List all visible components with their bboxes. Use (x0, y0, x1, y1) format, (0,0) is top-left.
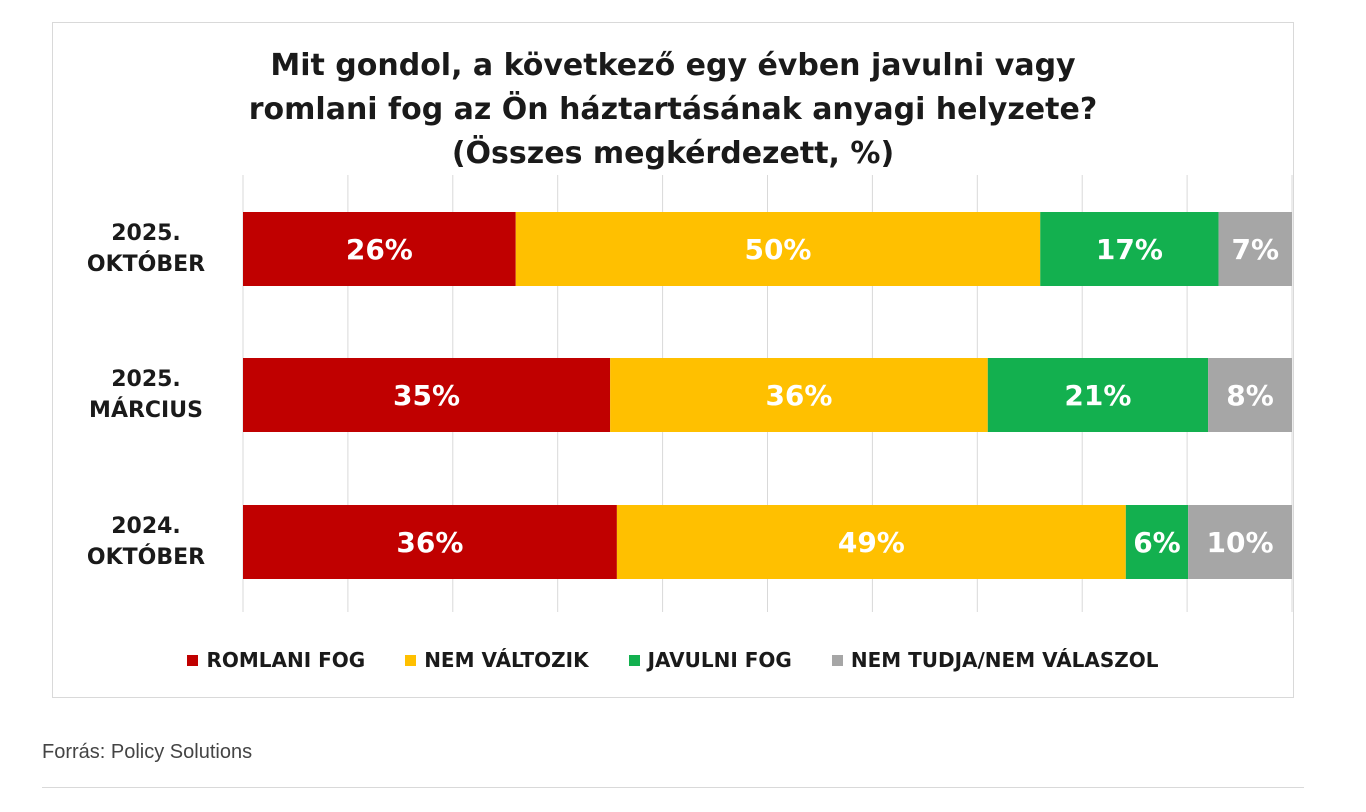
legend-swatch-nem-valtozik (405, 654, 417, 666)
data-label-nem-valtozik-2: 49% (838, 526, 905, 559)
legend-swatch-javulni (628, 654, 640, 666)
bar-javulni-fog-0 (1040, 212, 1219, 286)
legend-item-romlani: ROMLANI FOG (187, 648, 365, 672)
category-label-line: OKTÓBER (87, 251, 205, 277)
bar-nem-tudja-nem-valaszol-1 (1208, 358, 1292, 432)
category-label-line: 2025. (111, 221, 181, 246)
bar-romlani-fog-1 (243, 358, 611, 432)
data-label-romlani-fog-1: 35% (393, 379, 460, 412)
bar-nem-tudja-nem-valaszol-2 (1188, 505, 1292, 579)
data-label-romlani-fog-2: 36% (396, 526, 463, 559)
legend: ROMLANI FOG NEM VÁLTOZIK JAVULNI FOG NEM… (52, 648, 1294, 672)
data-label-javulni-fog-1: 21% (1064, 379, 1131, 412)
chart-title-line-2: romlani fog az Ön háztartásának anyagi h… (248, 92, 1098, 127)
bar-romlani-fog-0 (243, 212, 516, 286)
legend-item-javulni: JAVULNI FOG (628, 648, 792, 672)
legend-item-nem-tudja: NEM TUDJA/NEM VÁLASZOL (831, 648, 1159, 672)
bar-romlani-fog-2 (243, 505, 617, 579)
data-label-javulni-fog-2: 6% (1133, 526, 1181, 559)
legend-item-nem-valtozik: NEM VÁLTOZIK (405, 648, 589, 672)
legend-label-javulni: JAVULNI FOG (647, 648, 792, 672)
data-label-romlani-fog-0: 26% (346, 233, 413, 266)
bar-nem-valtozik-2 (616, 505, 1126, 579)
data-label-nem-valtozik-0: 50% (744, 233, 811, 266)
chart-title: Mit gondol, a következő egy évben javuln… (52, 44, 1294, 176)
bar-nem-valtozik-0 (515, 212, 1041, 286)
category-labels: 2025. OKTÓBER 2025. MÁRCIUS 2024. OKTÓBER (87, 221, 205, 570)
bar-nem-tudja-nem-valaszol-0 (1218, 212, 1292, 286)
category-label-0: 2025. OKTÓBER (87, 221, 205, 277)
bar-javulni-fog-1 (987, 358, 1209, 432)
legend-label-nem-tudja: NEM TUDJA/NEM VÁLASZOL (850, 648, 1159, 672)
category-label-line: OKTÓBER (87, 544, 205, 570)
category-label-line: MÁRCIUS (89, 397, 203, 423)
divider (42, 787, 1304, 788)
legend-swatch-nem-tudja (831, 654, 843, 666)
data-label-nem-valtozik-1: 36% (765, 379, 832, 412)
data-label-nem-tudja-nem-valaszol-0: 7% (1232, 233, 1280, 266)
source-caption: Forrás: Policy Solutions (42, 741, 253, 763)
bar-nem-valtozik-1 (610, 358, 988, 432)
chart-title-line-3: (Összes megkérdezett, %) (451, 136, 895, 171)
category-label-line: 2024. (111, 514, 181, 539)
bars: 26% 50% 17% 7% 35% 36% 21% 8% 36% 49% 6% 10% (243, 212, 1292, 579)
chart-title-line-1: Mit gondol, a következő egy évben javuln… (270, 48, 1076, 83)
category-label-2: 2024. OKTÓBER (87, 514, 205, 570)
data-label-nem-tudja-nem-valaszol-1: 8% (1226, 379, 1274, 412)
bar-javulni-fog-2 (1125, 505, 1189, 579)
category-label-1: 2025. MÁRCIUS (89, 367, 203, 423)
legend-swatch-romlani (187, 654, 199, 666)
data-label-nem-tudja-nem-valaszol-2: 10% (1207, 526, 1274, 559)
legend-label-romlani: ROMLANI FOG (206, 648, 366, 672)
category-label-line: 2025. (111, 367, 181, 392)
legend-label-nem-valtozik: NEM VÁLTOZIK (424, 648, 589, 672)
data-label-javulni-fog-0: 17% (1096, 233, 1163, 266)
